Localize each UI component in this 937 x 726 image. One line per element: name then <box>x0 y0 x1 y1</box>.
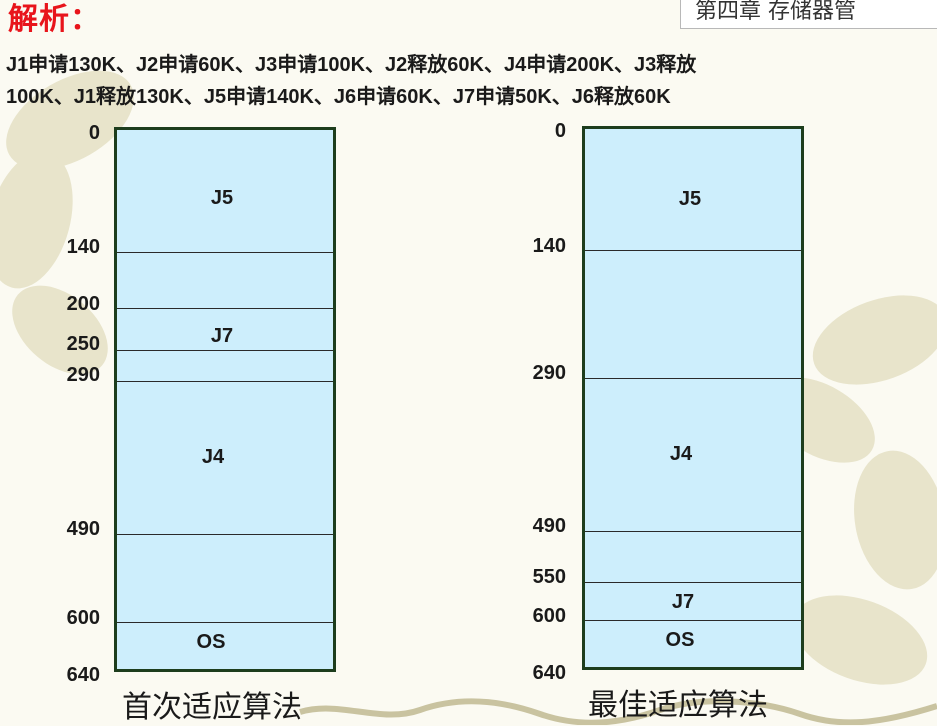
first-fit-caption: 首次适应算法 <box>122 690 302 725</box>
chapter-title: 第四章 存储器管 <box>695 0 856 24</box>
partition-line <box>117 308 333 309</box>
address-tick: 0 <box>88 122 100 144</box>
partition-line <box>117 350 333 351</box>
block-label: J5 <box>678 188 702 210</box>
address-tick: 140 <box>532 235 566 257</box>
address-tick: 550 <box>532 566 566 588</box>
block-label: J7 <box>671 591 695 613</box>
address-tick: 640 <box>66 664 100 686</box>
description-line-2: 100K、J1释放130K、J5申请140K、J6申请60K、J7申请50K、J… <box>6 86 671 108</box>
address-tick: 490 <box>66 518 100 540</box>
heading: 解析： <box>8 2 101 37</box>
block-label: OS <box>665 629 695 651</box>
partition-line <box>585 250 801 251</box>
partition-line <box>117 534 333 535</box>
partition-line <box>585 620 801 621</box>
partition-line <box>585 582 801 583</box>
partition-line <box>117 622 333 623</box>
block-label: J4 <box>669 443 693 465</box>
memory-bar: J5 J4 J7 OS <box>582 126 804 670</box>
partition-line <box>585 531 801 532</box>
block-label: J4 <box>201 446 225 468</box>
address-tick: 200 <box>66 293 100 315</box>
partition-line <box>585 378 801 379</box>
block-label: J7 <box>210 325 234 347</box>
address-tick: 250 <box>66 333 100 355</box>
description-line-1: J1申请130K、J2申请60K、J3申请100K、J2释放60K、J4申请20… <box>6 54 697 76</box>
address-tick: 140 <box>66 236 100 258</box>
address-tick: 490 <box>532 515 566 537</box>
block-label: J5 <box>210 187 234 209</box>
chapter-title-box: 第四章 存储器管 <box>680 0 937 29</box>
address-tick: 600 <box>66 607 100 629</box>
address-tick: 290 <box>66 364 100 386</box>
address-tick: 600 <box>532 605 566 627</box>
address-tick: 640 <box>532 662 566 684</box>
memory-bar: J5 J7 J4 OS <box>114 127 336 672</box>
best-fit-caption: 最佳适应算法 <box>588 688 768 723</box>
partition-line <box>117 381 333 382</box>
block-label: OS <box>196 631 226 653</box>
address-tick: 0 <box>554 120 566 142</box>
partition-line <box>117 252 333 253</box>
address-tick: 290 <box>532 362 566 384</box>
